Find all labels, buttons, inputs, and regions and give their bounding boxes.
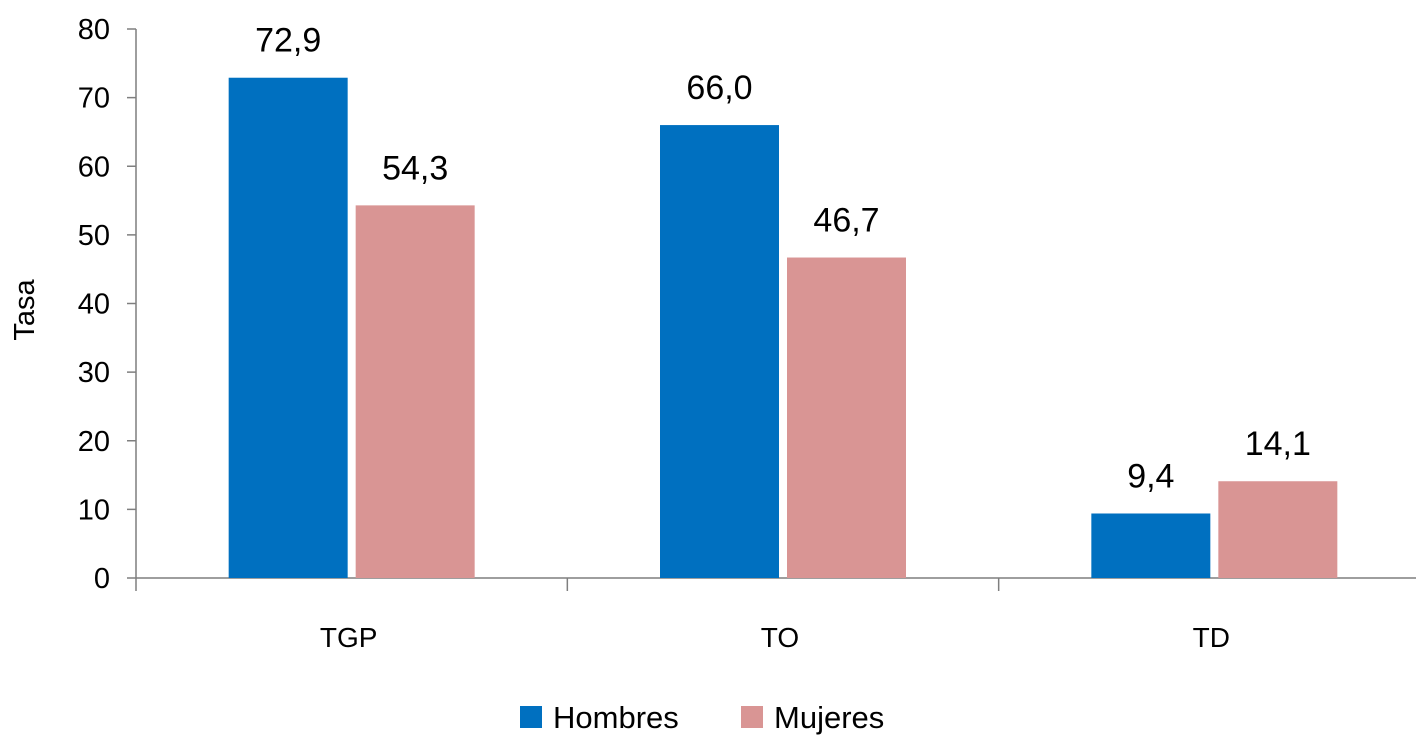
y-tick-label: 50 bbox=[78, 220, 110, 252]
bar bbox=[1091, 513, 1211, 578]
data-label: 66,0 bbox=[686, 69, 752, 107]
y-axis-title: Tasa bbox=[9, 279, 41, 341]
y-tick-label: 30 bbox=[78, 357, 110, 389]
legend-label: Hombres bbox=[553, 700, 679, 735]
bars: 72,9 54,3 66,0 46,7 9,4 14,1 bbox=[228, 22, 1338, 578]
legend-swatch bbox=[741, 706, 763, 728]
y-tick-label: 80 bbox=[78, 14, 110, 46]
y-tick-label: 70 bbox=[78, 83, 110, 115]
data-label: 9,4 bbox=[1127, 457, 1174, 495]
data-label: 14,1 bbox=[1245, 425, 1311, 463]
y-tick-label: 0 bbox=[94, 563, 110, 595]
y-tick-label: 10 bbox=[78, 494, 110, 526]
y-tick-label: 20 bbox=[78, 426, 110, 458]
data-label: 54,3 bbox=[382, 149, 448, 187]
axes: 0 10 20 30 40 50 60 70 80 TGP TO TD bbox=[78, 14, 1416, 653]
x-category-label: TGP bbox=[320, 622, 378, 653]
legend-label: Mujeres bbox=[774, 700, 884, 735]
y-tick-label: 60 bbox=[78, 151, 110, 183]
bar bbox=[355, 205, 475, 578]
bar bbox=[1218, 481, 1338, 578]
legend: Hombres Mujeres bbox=[520, 700, 884, 735]
x-category-label: TD bbox=[1193, 622, 1230, 653]
data-label: 46,7 bbox=[813, 202, 879, 240]
legend-swatch bbox=[520, 706, 542, 728]
bar bbox=[660, 125, 779, 578]
data-label: 72,9 bbox=[255, 22, 321, 60]
y-tick-label: 40 bbox=[78, 289, 110, 321]
bar bbox=[787, 257, 906, 578]
bar bbox=[228, 77, 348, 578]
x-category-label: TO bbox=[761, 622, 799, 653]
